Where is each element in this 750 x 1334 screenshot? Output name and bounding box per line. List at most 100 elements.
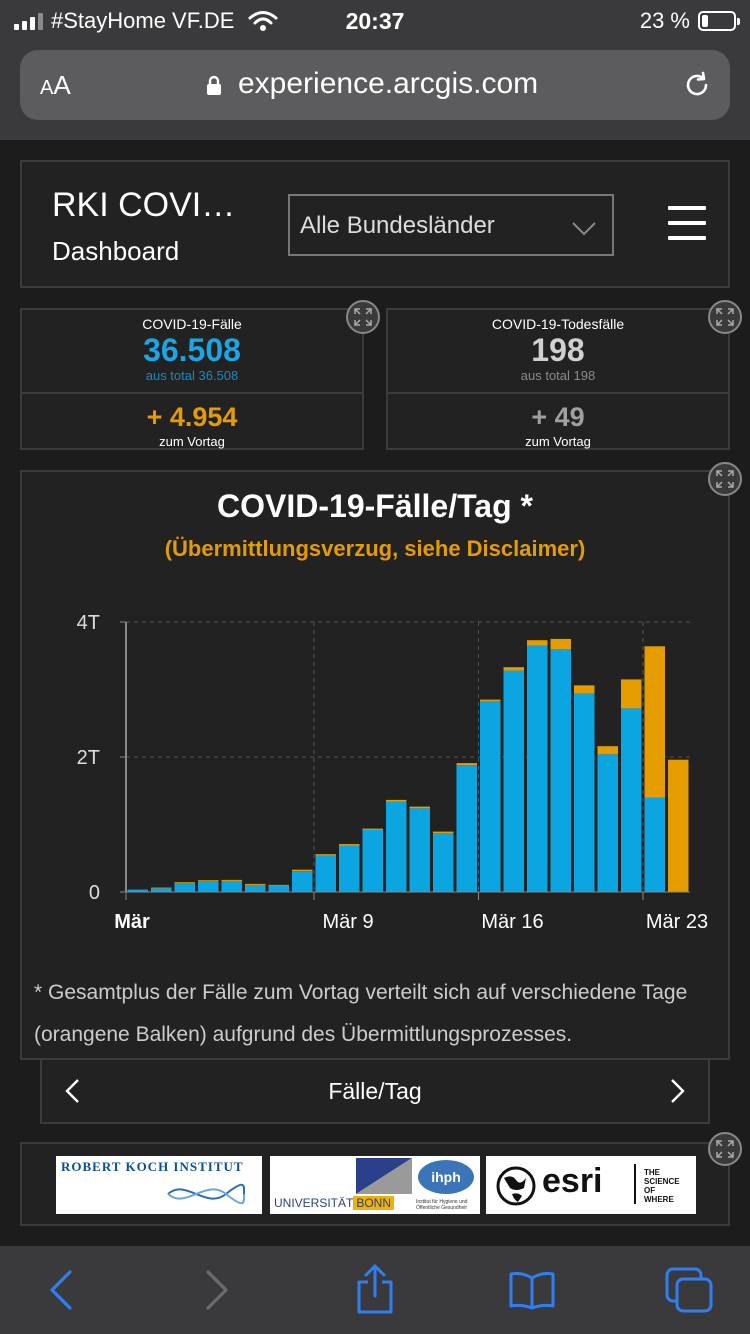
chevron-down-icon — [572, 222, 596, 236]
carrier-name: #StayHome VF.DE — [51, 8, 235, 33]
bar-reported — [292, 871, 313, 892]
forward-arrow-icon[interactable] — [204, 1270, 230, 1310]
bar-reported — [644, 797, 665, 892]
uni-bonn-emblem-icon — [356, 1158, 412, 1194]
y-tick-label: 2T — [77, 747, 100, 769]
kpi-cases-total: aus total 36.508 — [145, 368, 239, 383]
chevron-right-icon[interactable] — [670, 1078, 686, 1104]
battery-status: 23 % — [639, 8, 740, 34]
bar-delayed — [268, 884, 289, 886]
text-size-button[interactable]: AA — [40, 70, 71, 100]
chevron-left-icon[interactable] — [64, 1078, 80, 1104]
bar-reported — [362, 829, 383, 892]
partner-logos: ROBERT KOCH INSTITUT UNIVERSITÄT BONN ihp… — [20, 1142, 730, 1226]
kpi-cases-label: COVID-19-Fälle — [142, 316, 242, 332]
x-tick-label: Mär — [114, 911, 150, 933]
uni-bonn-logo[interactable]: UNIVERSITÄT BONN ihph Institut für Hygien… — [270, 1156, 480, 1214]
bar-reported — [503, 670, 524, 892]
bar-reported — [339, 845, 360, 892]
bar-reported — [315, 855, 336, 892]
bar-delayed — [456, 763, 477, 766]
browser-chrome: AA experience.arcgis.com — [0, 42, 750, 140]
chart-panel: COVID-19-Fälle/Tag * (Übermittlungsverzu… — [20, 470, 730, 1060]
bookmarks-icon[interactable] — [508, 1270, 556, 1310]
chart-footnote: * Gesamtplus der Fälle zum Vortag vertei… — [34, 981, 688, 1046]
bar-reported — [621, 708, 642, 892]
rki-helix-icon — [167, 1183, 246, 1205]
chart-title: COVID-19-Fälle/Tag * — [217, 488, 533, 524]
bar-reported — [245, 884, 266, 892]
cases-per-day-chart: 0 2T 4T Mär Mär 9 Mär 16 Mär 23 — [77, 612, 708, 933]
address-bar[interactable]: AA experience.arcgis.com — [20, 50, 730, 120]
clock: 20:37 — [345, 8, 405, 34]
kpi-deaths-value: 198 — [531, 332, 585, 368]
url-text[interactable]: experience.arcgis.com — [238, 67, 539, 100]
bar-reported — [198, 881, 219, 892]
esri-tagline-line: SCIENCE — [644, 1177, 680, 1186]
bar-reported — [550, 649, 571, 892]
kpi-cases-value: 36.508 — [143, 332, 241, 368]
region-select[interactable]: Alle Bundesländer — [288, 194, 614, 256]
x-tick-label: Mär 23 — [646, 911, 708, 933]
chart-pager: Fälle/Tag — [40, 1060, 710, 1124]
esri-globe-icon — [496, 1166, 536, 1206]
rki-logo[interactable]: ROBERT KOCH INSTITUT — [56, 1156, 262, 1214]
bar-delayed — [339, 844, 360, 846]
esri-logo-text: esri — [542, 1162, 603, 1200]
bar-delayed — [597, 746, 618, 755]
bar-delayed — [668, 759, 689, 892]
hamburger-menu-icon[interactable] — [668, 206, 706, 240]
expand-icon[interactable] — [708, 1132, 742, 1166]
kpi-deaths-delta: + 49 — [531, 402, 585, 432]
dashboard-title: RKI COVI… — [52, 186, 236, 224]
bar-delayed — [362, 828, 383, 830]
bar-delayed — [315, 854, 336, 856]
esri-tagline: THE SCIENCE OF WHERE — [644, 1168, 680, 1204]
bar-reported — [221, 880, 242, 892]
battery-percent: 23 % — [639, 8, 690, 33]
y-tick-label: 0 — [89, 882, 100, 904]
bar-reported — [174, 883, 195, 892]
share-icon[interactable] — [354, 1264, 396, 1314]
bar-delayed — [386, 799, 407, 802]
kpi-deaths-delta-label: zum Vortag — [525, 434, 591, 449]
tabs-icon[interactable] — [664, 1266, 714, 1314]
bar-delayed — [574, 685, 595, 694]
bar-reported — [527, 645, 548, 892]
bar-reported — [268, 885, 289, 892]
bar-delayed — [292, 869, 313, 871]
expand-icon[interactable] — [708, 462, 742, 496]
bar-delayed — [644, 646, 665, 798]
kpi-deaths-total: aus total 198 — [520, 368, 596, 383]
bar-reported — [433, 833, 454, 892]
bar-delayed — [480, 699, 501, 702]
expand-icon[interactable] — [708, 300, 742, 334]
bar-delayed — [409, 806, 430, 809]
bar-reported — [127, 890, 148, 892]
reload-icon[interactable] — [682, 70, 712, 100]
bar-delayed — [151, 887, 172, 889]
esri-logo[interactable]: esri THE SCIENCE OF WHERE — [486, 1156, 696, 1214]
esri-tagline-line: WHERE — [644, 1195, 674, 1204]
expand-icon[interactable] — [346, 300, 380, 334]
bar-reported — [456, 765, 477, 892]
carrier-info: #StayHome VF.DE — [14, 8, 278, 34]
uni-bonn-city: BONN — [353, 1196, 395, 1210]
bar-reported — [597, 754, 618, 892]
kpi-cases-delta: + 4.954 — [146, 402, 238, 432]
bar-delayed — [221, 879, 242, 881]
bar-delayed — [245, 883, 266, 885]
wifi-icon — [248, 11, 278, 31]
kpi-deaths-label: COVID-19-Todesfälle — [491, 316, 625, 332]
bar-reported — [386, 801, 407, 892]
bar-reported — [574, 693, 595, 892]
browser-toolbar — [0, 1246, 750, 1334]
bar-delayed — [198, 880, 219, 882]
esri-tagline-line: THE — [644, 1168, 660, 1177]
x-tick-label: Mär 9 — [322, 911, 373, 933]
back-arrow-icon[interactable] — [48, 1270, 74, 1310]
bar-reported — [151, 888, 172, 892]
bar-reported — [480, 701, 501, 892]
kpi-cases-card: COVID-19-Fälle 36.508 aus total 36.508 +… — [20, 308, 364, 450]
uni-bonn-text: UNIVERSITÄT BONN — [274, 1196, 395, 1210]
